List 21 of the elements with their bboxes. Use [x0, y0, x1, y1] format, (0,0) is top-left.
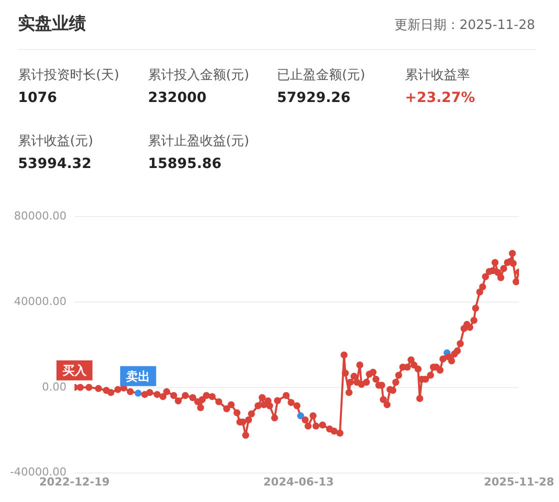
text: 57929.26: [277, 90, 352, 106]
text: +23.27%: [405, 90, 476, 106]
text: 实盘业绩: [18, 13, 86, 35]
text: 累计投入金额(元): [148, 67, 250, 84]
x-tick-label: 2024-06-13: [263, 475, 334, 488]
x-tick-label: 2025-11-28: [484, 475, 554, 488]
text: 1076: [18, 90, 58, 106]
y-tick-label: 80000.00: [14, 209, 66, 222]
text: 53994.32: [18, 156, 93, 172]
text: 已止盈金额(元): [277, 67, 366, 84]
y-tick-label: 40000.00: [14, 294, 66, 308]
text: 累计收益率: [405, 67, 471, 84]
y-tick-label: 0.00: [42, 380, 66, 394]
text: 15895.86: [148, 156, 223, 172]
text: 232000: [148, 90, 208, 106]
text: 累计投资时长(天): [18, 67, 120, 84]
annotation: 买入: [62, 364, 88, 378]
text: 累计收益(元): [18, 133, 94, 150]
annotation: 卖出: [126, 369, 150, 384]
text: 更新日期：2025-11-28: [394, 17, 535, 34]
text: 累计止盈收益(元): [148, 133, 250, 150]
